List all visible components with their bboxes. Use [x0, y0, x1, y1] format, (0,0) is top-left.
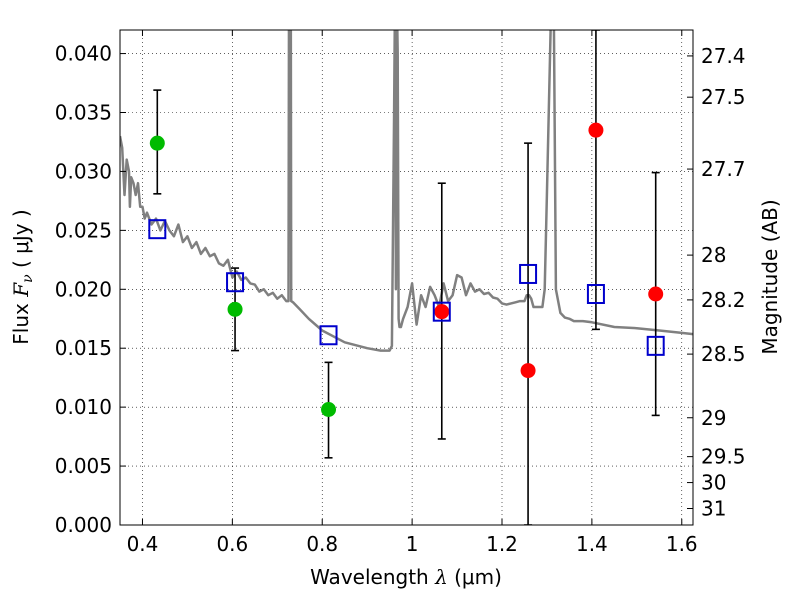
- y-tick-label: 0.015: [55, 336, 112, 360]
- x-axis-label: Wavelength λ (μm): [310, 565, 502, 589]
- y2-tick-label: 28: [701, 243, 726, 267]
- grid: [120, 30, 693, 526]
- x-tick-label: 0.6: [216, 532, 248, 556]
- y2-tick-label: 27.5: [701, 85, 746, 109]
- data-point-circle: [588, 122, 604, 138]
- y2-tick-label: 31: [701, 497, 726, 521]
- y2-tick-label: 29: [701, 406, 726, 430]
- y-tick-label: 0.030: [55, 159, 112, 183]
- x-axis-label-unit: (μm): [454, 565, 502, 589]
- y-tick-label: 0.040: [55, 42, 112, 66]
- model-point-square: [148, 219, 167, 240]
- y2-tick-label: 28.5: [701, 342, 746, 366]
- y-tick-label: 0.020: [55, 277, 112, 301]
- y-tick-label: 0.035: [55, 101, 112, 125]
- data-point-circle: [227, 301, 243, 317]
- plot-area: [120, 30, 693, 525]
- x-tick-label: 1.2: [486, 532, 518, 556]
- y-axis-label: Flux Fν ( μJy ): [9, 209, 36, 344]
- x-tick-label: 1.6: [666, 532, 698, 556]
- y-tick-label: 0.000: [55, 513, 112, 537]
- data-point-circle: [648, 286, 664, 302]
- model-point-square: [432, 301, 451, 322]
- model-sed-line: [120, 30, 693, 352]
- y2-tick-label: 27.4: [701, 44, 746, 68]
- model-point-square: [646, 335, 665, 356]
- x-tick-label: 1.4: [576, 532, 608, 556]
- model-point-square: [226, 272, 245, 293]
- model-point-square: [586, 284, 605, 304]
- y-tick-label: 0.025: [55, 218, 112, 242]
- axes: 0.4 0.6 0.8 1 1.2 1.4 1.6 0.000 0.005 0.010 0.015 0…: [55, 30, 746, 556]
- data-point-circle: [520, 363, 536, 379]
- y-axis-label-prefix: Flux: [9, 303, 33, 345]
- y2-tick-label: 28.2: [701, 288, 746, 312]
- plot-frame: [119, 29, 694, 526]
- data-point-circle: [149, 135, 165, 151]
- y-tick-label: 0.005: [55, 454, 112, 478]
- x-axis-label-text: Wavelength: [310, 565, 429, 589]
- x-tick-label: 0.4: [127, 532, 159, 556]
- y-axis-label-unit: ( μJy ): [9, 209, 33, 268]
- y-axis-label-subscript: ν: [20, 274, 36, 283]
- x-axis-label-symbol: λ: [434, 565, 448, 589]
- model-point-square: [319, 325, 338, 346]
- y-tick-label: 0.010: [55, 395, 112, 419]
- data-point-circle: [321, 402, 337, 417]
- data-point-circle: [434, 304, 450, 320]
- model-point-square: [519, 263, 538, 284]
- y-axis-label-symbol: F: [9, 282, 33, 298]
- y2-tick-label: 27.7: [701, 157, 746, 181]
- y2-tick-label: 29.5: [701, 445, 746, 469]
- y2-axis-label: Magnitude (AB): [758, 199, 782, 354]
- x-tick-label: 0.8: [306, 532, 338, 556]
- y2-tick-label: 30: [701, 471, 726, 495]
- x-tick-label: 1: [406, 532, 419, 556]
